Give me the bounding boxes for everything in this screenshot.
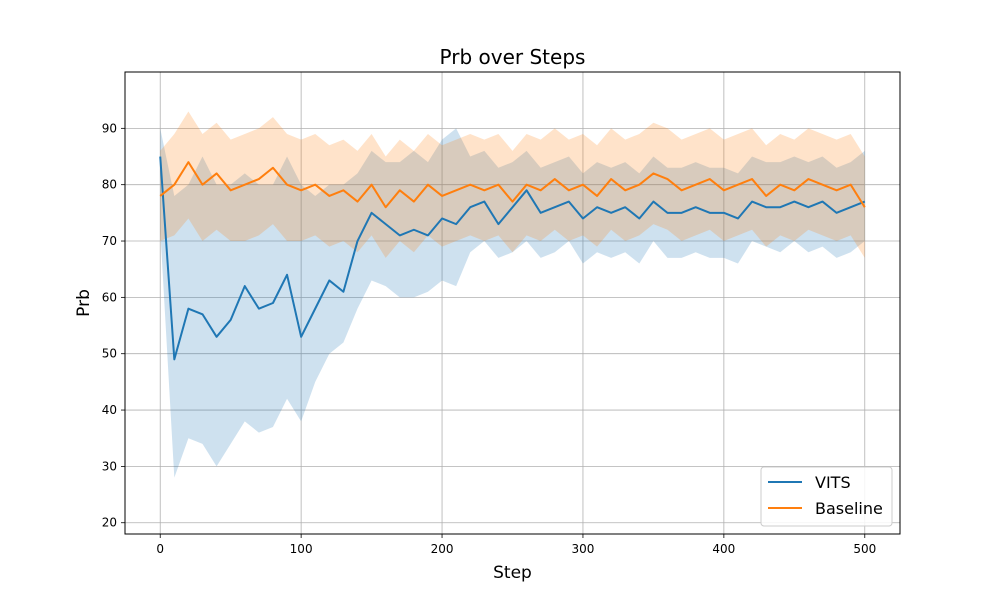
x-tick-label: 200 bbox=[431, 542, 454, 556]
y-tick-label: 70 bbox=[102, 234, 117, 248]
line-vits bbox=[159, 156, 866, 361]
band-vits bbox=[160, 128, 865, 478]
y-tick-label: 30 bbox=[102, 459, 117, 473]
chart-title: Prb over Steps bbox=[440, 45, 586, 69]
grid bbox=[125, 72, 900, 534]
y-tick-label: 60 bbox=[102, 290, 117, 304]
y-axis-title: Prb bbox=[74, 289, 94, 317]
x-tick-label: 100 bbox=[290, 542, 313, 556]
x-tick-label: 500 bbox=[853, 542, 876, 556]
legend-label-baseline: Baseline bbox=[815, 499, 883, 518]
legend: VITS Baseline bbox=[760, 466, 893, 527]
x-tick-label: 0 bbox=[156, 542, 164, 556]
y-tick-label: 90 bbox=[102, 121, 117, 135]
series-lines bbox=[159, 156, 866, 361]
y-tick-label: 50 bbox=[102, 347, 117, 361]
legend-label-vits: VITS bbox=[815, 473, 851, 492]
confidence-bands bbox=[160, 111, 865, 478]
plot-frame bbox=[124, 71, 901, 535]
axis-ticks: 0 100 200 300 400 500 20 30 40 50 60 70 80 90 bbox=[102, 121, 877, 556]
line-baseline bbox=[159, 161, 866, 209]
x-tick-label: 300 bbox=[572, 542, 595, 556]
band-baseline bbox=[160, 111, 865, 258]
y-tick-label: 40 bbox=[102, 403, 117, 417]
y-tick-label: 80 bbox=[102, 178, 117, 192]
y-tick-label: 20 bbox=[102, 516, 117, 530]
x-tick-label: 400 bbox=[712, 542, 735, 556]
x-axis-title: Step bbox=[493, 563, 532, 583]
